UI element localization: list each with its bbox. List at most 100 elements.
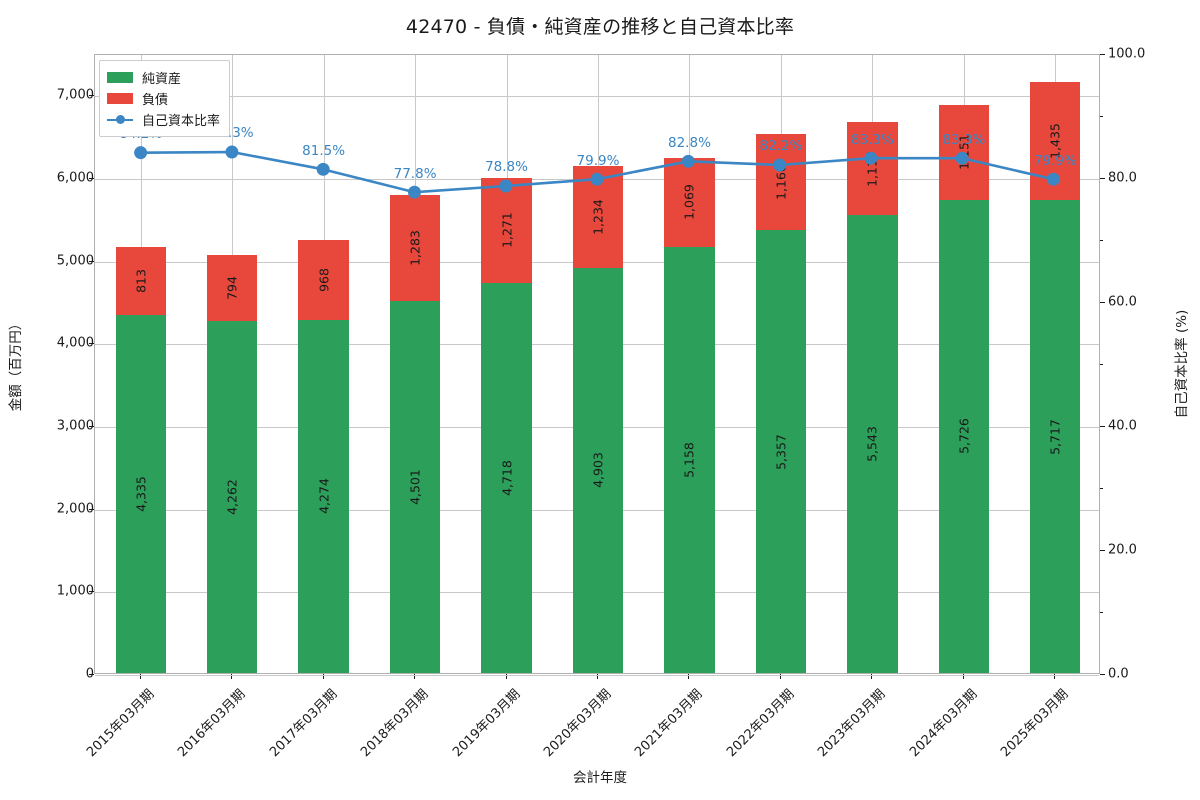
y-axis-left-tick-label: 6,000 xyxy=(56,170,94,186)
y-axis-right-tick-mark xyxy=(1100,54,1105,55)
bar-value-label: 1,271 xyxy=(499,212,515,249)
bar-group[interactable]: 4,274 968 xyxy=(298,53,349,673)
y-axis-right-title: 自己資本比率 (%) xyxy=(1174,309,1190,419)
bar-value-label: 5,158 xyxy=(681,441,697,478)
bar-segment-equity[interactable]: 5,717 xyxy=(1030,200,1081,673)
x-axis-tick-label: 2022年03月期 xyxy=(724,686,798,761)
bar-value-label: 4,335 xyxy=(133,475,149,512)
bar-value-label: 1,234 xyxy=(590,198,606,235)
bar-segment-debt[interactable]: 968 xyxy=(298,239,349,320)
bar-segment-debt[interactable]: 1,435 xyxy=(1030,81,1081,201)
y-axis-right-tick-label: 40.0 xyxy=(1108,418,1137,434)
bar-segment-equity[interactable]: 4,262 xyxy=(207,320,258,673)
x-axis-tick-label: 2021年03月期 xyxy=(632,686,706,761)
bar-value-label: 4,262 xyxy=(224,478,240,515)
y-axis-right-minor-tick-mark xyxy=(1100,116,1103,117)
y-axis-left-tick-label: 7,000 xyxy=(56,87,94,103)
bar-segment-equity[interactable]: 4,501 xyxy=(389,300,441,673)
bar-group[interactable]: 4,718 1,271 xyxy=(481,53,532,673)
legend-item-label: 純資産 xyxy=(142,72,182,87)
bar-segment-debt[interactable]: 1,271 xyxy=(481,177,532,283)
bar-value-label: 1,283 xyxy=(407,229,423,266)
y-axis-left-tick-label: 2,000 xyxy=(56,501,94,517)
x-axis-tick-label: 2018年03月期 xyxy=(358,686,432,761)
legend-item[interactable]: 純資産 xyxy=(107,67,220,88)
gridline xyxy=(95,675,1099,676)
x-axis-tick-mark xyxy=(322,674,324,679)
bar-value-label: 1,069 xyxy=(681,184,697,221)
y-axis-left-tick-mark xyxy=(89,178,94,179)
bar-group[interactable]: 5,543 1,117 xyxy=(847,53,898,673)
bar-group[interactable]: 4,903 1,234 xyxy=(572,53,624,673)
y-axis-left-tick-mark xyxy=(89,343,94,345)
x-axis-tick-label: 2023年03月期 xyxy=(815,686,889,761)
x-axis-tick-label: 2024年03月期 xyxy=(906,686,981,761)
y-axis-left-tick-label: 5,000 xyxy=(56,253,94,269)
gridline xyxy=(95,96,1099,98)
bar-segment-debt[interactable]: 1,234 xyxy=(572,165,624,268)
bar-segment-equity[interactable]: 4,903 xyxy=(572,267,624,673)
legend-line-marker-icon xyxy=(107,113,133,127)
bar-segment-equity[interactable]: 5,158 xyxy=(664,246,715,673)
y-axis-right-tick-mark xyxy=(1100,674,1105,675)
y-axis-right-tick-mark xyxy=(1100,426,1105,427)
bar-group[interactable]: 4,262 794 xyxy=(207,53,258,673)
bar-segment-equity[interactable]: 5,357 xyxy=(755,230,807,673)
bar-value-label: 1,151 xyxy=(956,134,972,170)
legend-item-label: 自己資本比率 xyxy=(142,114,221,129)
bar-value-label: 4,501 xyxy=(407,469,423,505)
x-axis-tick-mark xyxy=(505,674,507,679)
bar-segment-debt[interactable]: 1,283 xyxy=(389,194,441,301)
y-axis-right-tick-label: 20.0 xyxy=(1108,542,1137,558)
y-axis-left-tick-mark xyxy=(89,426,94,427)
legend-item[interactable]: 負債 xyxy=(107,88,220,109)
y-axis-right-tick-label: 100.0 xyxy=(1108,46,1146,62)
x-axis-tick-mark xyxy=(962,674,964,679)
bar-value-label: 794 xyxy=(224,275,240,300)
bar-segment-equity[interactable]: 4,718 xyxy=(481,282,532,673)
bar-group[interactable]: 5,158 1,069 xyxy=(664,53,715,673)
bar-segment-equity[interactable]: 5,726 xyxy=(938,199,989,673)
bar-value-label: 1,117 xyxy=(864,150,880,187)
bar-group[interactable]: 5,717 1,435 xyxy=(1030,53,1081,673)
y-axis-right-tick-mark xyxy=(1100,550,1105,551)
bar-segment-debt[interactable]: 794 xyxy=(207,255,258,321)
bar-segment-debt[interactable]: 1,069 xyxy=(664,158,715,247)
bar-value-label: 5,726 xyxy=(956,418,972,455)
x-axis-tick-mark xyxy=(597,674,598,679)
chart-title: 42470 - 負債・純資産の推移と自己資本比率 xyxy=(405,16,795,38)
bar-group[interactable]: 5,357 1,160 xyxy=(755,53,807,673)
bar-segment-debt[interactable]: 1,151 xyxy=(938,104,989,200)
legend-item-label: 負債 xyxy=(142,93,169,108)
x-axis-tick-label: 2015年03月期 xyxy=(83,686,158,761)
y-axis-right-minor-tick-mark xyxy=(1100,488,1103,489)
y-axis-left-tick-label: 4,000 xyxy=(56,335,94,351)
bar-group[interactable]: 4,501 1,283 xyxy=(389,53,441,673)
x-axis-tick-mark xyxy=(414,674,416,679)
x-axis-tick-mark xyxy=(688,674,690,679)
legend: 純資産負債自己資本比率 xyxy=(99,60,231,137)
bar-segment-equity[interactable]: 4,274 xyxy=(298,319,349,673)
y-axis-right-tick-label: 60.0 xyxy=(1108,294,1137,310)
bar-group[interactable]: 5,726 1,151 xyxy=(938,53,989,673)
bar-value-label: 1,160 xyxy=(773,164,789,201)
bar-segment-equity[interactable]: 4,335 xyxy=(115,314,166,673)
bar-segment-equity[interactable]: 5,543 xyxy=(847,214,898,673)
y-axis-left-tick-label: 1,000 xyxy=(56,583,94,599)
y-axis-right-tick-label: 80.0 xyxy=(1108,170,1137,186)
y-axis-right-tick-mark xyxy=(1100,178,1105,179)
x-axis-title: 会計年度 xyxy=(573,770,627,786)
legend-item[interactable]: 自己資本比率 xyxy=(107,109,220,130)
x-axis-tick-label: 2025年03月期 xyxy=(998,686,1072,761)
bar-group[interactable]: 4,335 813 xyxy=(115,53,166,673)
bar-value-label: 4,718 xyxy=(499,460,515,496)
x-axis-tick-label: 2017年03月期 xyxy=(266,686,341,761)
x-axis-tick-label: 2020年03月期 xyxy=(541,686,615,761)
bar-value-label: 5,543 xyxy=(864,425,880,462)
bar-segment-debt[interactable]: 813 xyxy=(115,247,166,315)
y-axis-left-tick-mark xyxy=(89,260,94,262)
bar-segment-debt[interactable]: 1,117 xyxy=(847,122,898,215)
x-axis-tick-mark xyxy=(871,674,873,679)
bar-segment-debt[interactable]: 1,160 xyxy=(755,134,807,231)
